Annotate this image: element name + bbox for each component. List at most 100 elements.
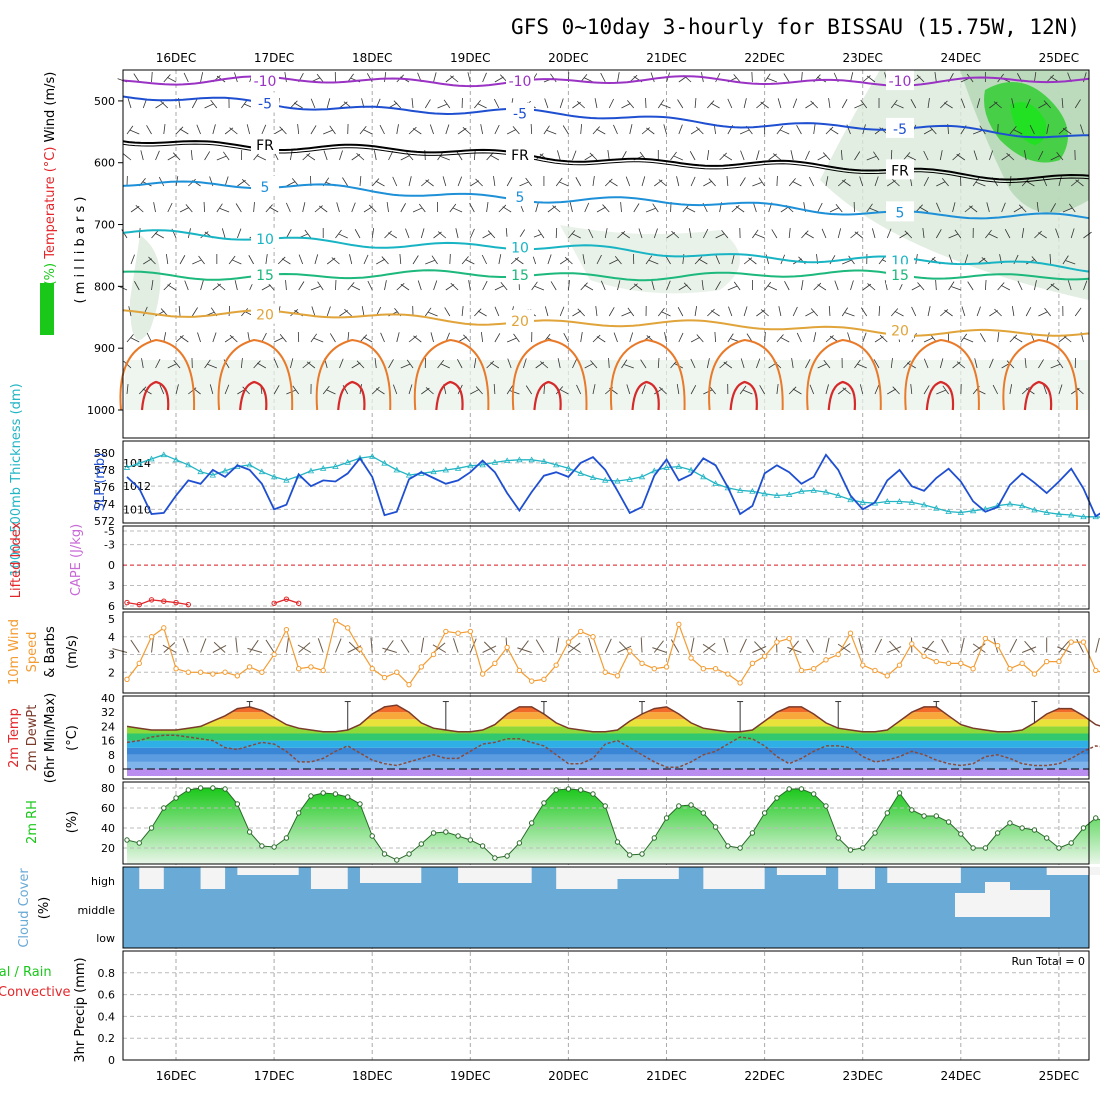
wind-barb bbox=[490, 362, 500, 369]
wind-barb bbox=[1013, 129, 1023, 135]
wind-speed-marker bbox=[921, 653, 927, 659]
wind-barb bbox=[314, 205, 323, 213]
wind-barb bbox=[911, 306, 917, 317]
wind-barb bbox=[936, 202, 941, 213]
wind-barb bbox=[733, 281, 741, 291]
rh-shading bbox=[125, 360, 1089, 410]
wind-barb bbox=[317, 281, 324, 291]
wind-barb bbox=[580, 332, 583, 343]
wind-barb bbox=[373, 150, 377, 161]
wind-barb bbox=[783, 73, 790, 83]
wind-barb bbox=[873, 359, 880, 369]
wind-barb bbox=[594, 98, 598, 109]
wind-barb bbox=[379, 124, 385, 135]
wind-barb bbox=[1024, 358, 1027, 369]
wind-barb bbox=[273, 128, 284, 135]
lifted-index-line bbox=[126, 599, 189, 606]
wind-barb bbox=[198, 255, 205, 265]
surface-wind-barb bbox=[567, 644, 581, 653]
thickness-marker bbox=[479, 461, 486, 468]
wind-barb bbox=[217, 283, 226, 291]
wind-barb bbox=[817, 202, 823, 213]
rh-area bbox=[127, 788, 1100, 864]
surface-wind-barb bbox=[702, 643, 716, 653]
thickness-marker bbox=[405, 471, 413, 478]
wind-barb bbox=[482, 72, 487, 83]
wind-barb bbox=[690, 128, 700, 135]
wind-barb bbox=[388, 232, 397, 239]
wind-barb bbox=[923, 128, 934, 135]
thickness-marker bbox=[749, 487, 756, 494]
wind-barb bbox=[557, 150, 561, 161]
wind-barb bbox=[428, 311, 438, 317]
wind-barb bbox=[951, 286, 961, 291]
isotherm-label: 5 bbox=[896, 205, 905, 221]
date-tick-top: 24DEC bbox=[941, 51, 981, 65]
temp-line bbox=[126, 704, 1100, 733]
wind-barb bbox=[801, 280, 804, 291]
thickness-marker bbox=[1068, 511, 1075, 518]
thickness-marker bbox=[356, 454, 364, 461]
wind-barb bbox=[592, 384, 596, 395]
wind-speed-marker bbox=[590, 634, 596, 640]
wind-barb bbox=[1013, 336, 1023, 343]
wind-barb bbox=[596, 336, 606, 343]
rh-marker bbox=[185, 787, 192, 793]
wind-barb bbox=[740, 358, 745, 369]
thickness-marker bbox=[344, 459, 351, 465]
wind-barb bbox=[776, 334, 784, 343]
wind-barb bbox=[440, 156, 450, 161]
wind-barb bbox=[293, 102, 303, 109]
wind-barb bbox=[546, 130, 557, 135]
surface-wind-barb bbox=[382, 647, 397, 653]
wind-barb bbox=[367, 280, 373, 291]
wind-barb bbox=[850, 231, 859, 239]
thickness-marker bbox=[1006, 500, 1014, 507]
temp-band bbox=[127, 705, 1089, 713]
wind-barb bbox=[805, 310, 815, 317]
wind-barb bbox=[510, 257, 519, 265]
wind-barb bbox=[163, 332, 167, 343]
wind-barb bbox=[173, 359, 181, 369]
isotherm-label: 15 bbox=[256, 268, 274, 284]
surface-wind-barb bbox=[652, 647, 667, 653]
wind-speed-marker bbox=[676, 621, 682, 628]
warm-contour bbox=[806, 338, 882, 411]
isotherm-label: -10 bbox=[509, 74, 532, 90]
wind-barb bbox=[731, 254, 735, 265]
wind-barb bbox=[1042, 176, 1048, 187]
surface-wind-barb bbox=[788, 640, 800, 653]
thickness-marker bbox=[736, 487, 744, 493]
wind-speed-marker bbox=[749, 660, 756, 667]
wind-barb bbox=[371, 178, 380, 187]
wind-barb bbox=[582, 254, 586, 265]
wind-barb bbox=[457, 358, 463, 369]
wind-barb bbox=[221, 228, 226, 239]
wind-speed-marker bbox=[1007, 666, 1013, 672]
wind-speed-marker bbox=[271, 651, 277, 658]
thickness-marker bbox=[896, 498, 903, 504]
wind-barb bbox=[1036, 202, 1039, 213]
surface-wind-barb bbox=[1021, 646, 1037, 653]
wind-speed-marker bbox=[627, 648, 633, 654]
thickness-marker bbox=[810, 487, 817, 493]
wind-speed-marker bbox=[124, 676, 130, 683]
wind-speed-marker bbox=[651, 666, 657, 672]
wind-barb bbox=[809, 384, 815, 395]
rh-marker bbox=[1093, 815, 1099, 821]
precip-tick-label: 0.8 bbox=[98, 967, 116, 980]
wind-barb bbox=[433, 280, 438, 291]
surface-wind-barb bbox=[212, 645, 227, 653]
wind-barb bbox=[577, 101, 585, 109]
wind-barb bbox=[1083, 231, 1092, 239]
date-tick-bottom: 18DEC bbox=[352, 1069, 392, 1083]
wind-barb bbox=[359, 125, 367, 135]
surface-wind-barb bbox=[787, 646, 802, 653]
wind-barb bbox=[399, 254, 402, 265]
wind-barb bbox=[778, 306, 782, 317]
wind-barb bbox=[547, 254, 552, 265]
wind-barb bbox=[726, 176, 729, 187]
temp-band bbox=[127, 733, 1089, 741]
wind-barb bbox=[514, 257, 524, 265]
rh-marker bbox=[578, 787, 584, 793]
